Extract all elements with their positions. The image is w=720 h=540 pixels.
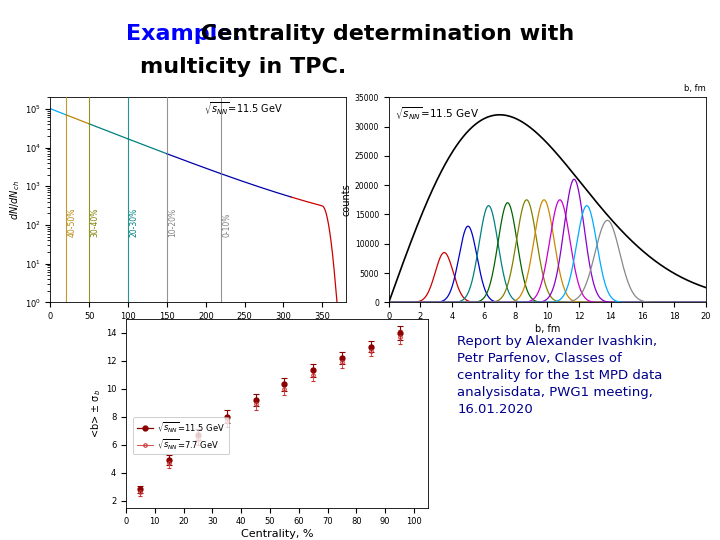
Y-axis label: $dN/dN_{ch}$: $dN/dN_{ch}$: [8, 180, 22, 220]
Y-axis label: counts: counts: [342, 184, 352, 216]
Text: 40-50%: 40-50%: [68, 207, 76, 237]
Text: Example:: Example:: [126, 24, 241, 44]
Text: $N_{ch}$: $N_{ch}$: [327, 327, 346, 341]
Y-axis label: <b> ± σ$_b$: <b> ± σ$_b$: [89, 388, 103, 438]
Text: b, fm: b, fm: [684, 84, 706, 93]
Text: 30-40%: 30-40%: [91, 207, 100, 237]
Legend: $\sqrt{s_{NN}}$=11.5 GeV, $\sqrt{s_{NN}}$=7.7 GeV: $\sqrt{s_{NN}}$=11.5 GeV, $\sqrt{s_{NN}}…: [133, 417, 229, 454]
Text: $\sqrt{s_{NN}}$=11.5 GeV: $\sqrt{s_{NN}}$=11.5 GeV: [204, 101, 283, 117]
Text: Report by Alexander Ivashkin,
Petr Parfenov, Classes of
centrality for the 1st M: Report by Alexander Ivashkin, Petr Parfe…: [457, 335, 662, 416]
Text: $\sqrt{s_{NN}}$=11.5 GeV: $\sqrt{s_{NN}}$=11.5 GeV: [395, 105, 480, 122]
Text: 0-10%: 0-10%: [223, 212, 232, 237]
X-axis label: b, fm: b, fm: [534, 324, 560, 334]
Text: 10-20%: 10-20%: [168, 207, 177, 237]
Text: Centrality determination with: Centrality determination with: [193, 24, 575, 44]
Text: 20-30%: 20-30%: [130, 207, 139, 237]
Text: multicity in TPC.: multicity in TPC.: [140, 57, 346, 77]
X-axis label: Centrality, %: Centrality, %: [241, 529, 313, 539]
